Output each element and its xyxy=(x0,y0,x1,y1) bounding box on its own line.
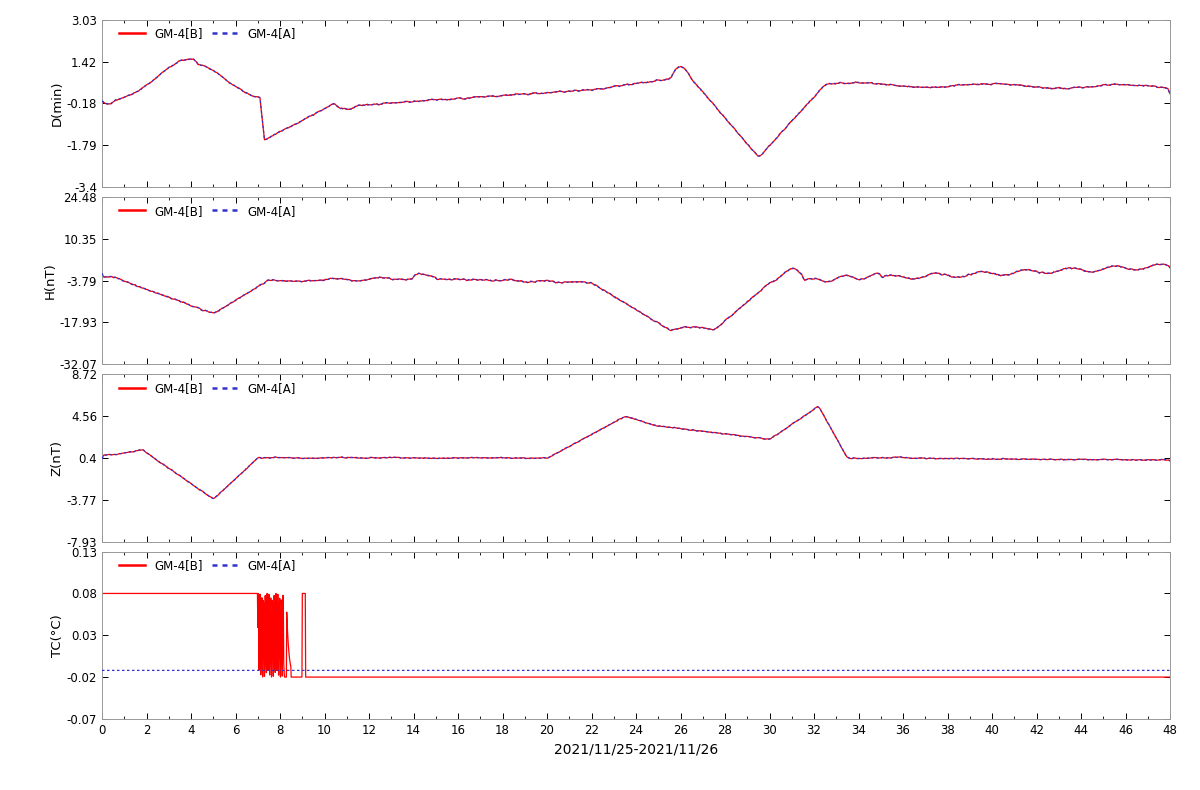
Legend: GM-4[B], GM-4[A]: GM-4[B], GM-4[A] xyxy=(114,377,300,400)
Legend: GM-4[B], GM-4[A]: GM-4[B], GM-4[A] xyxy=(114,200,300,222)
Y-axis label: Z(nT): Z(nT) xyxy=(50,440,64,476)
Legend: GM-4[B], GM-4[A]: GM-4[B], GM-4[A] xyxy=(114,23,300,45)
Y-axis label: TC(°C): TC(°C) xyxy=(50,614,64,656)
X-axis label: 2021/11/25-2021/11/26: 2021/11/25-2021/11/26 xyxy=(554,743,718,756)
Legend: GM-4[B], GM-4[A]: GM-4[B], GM-4[A] xyxy=(114,555,300,577)
Y-axis label: D(min): D(min) xyxy=(50,81,64,126)
Y-axis label: H(nT): H(nT) xyxy=(43,262,56,299)
